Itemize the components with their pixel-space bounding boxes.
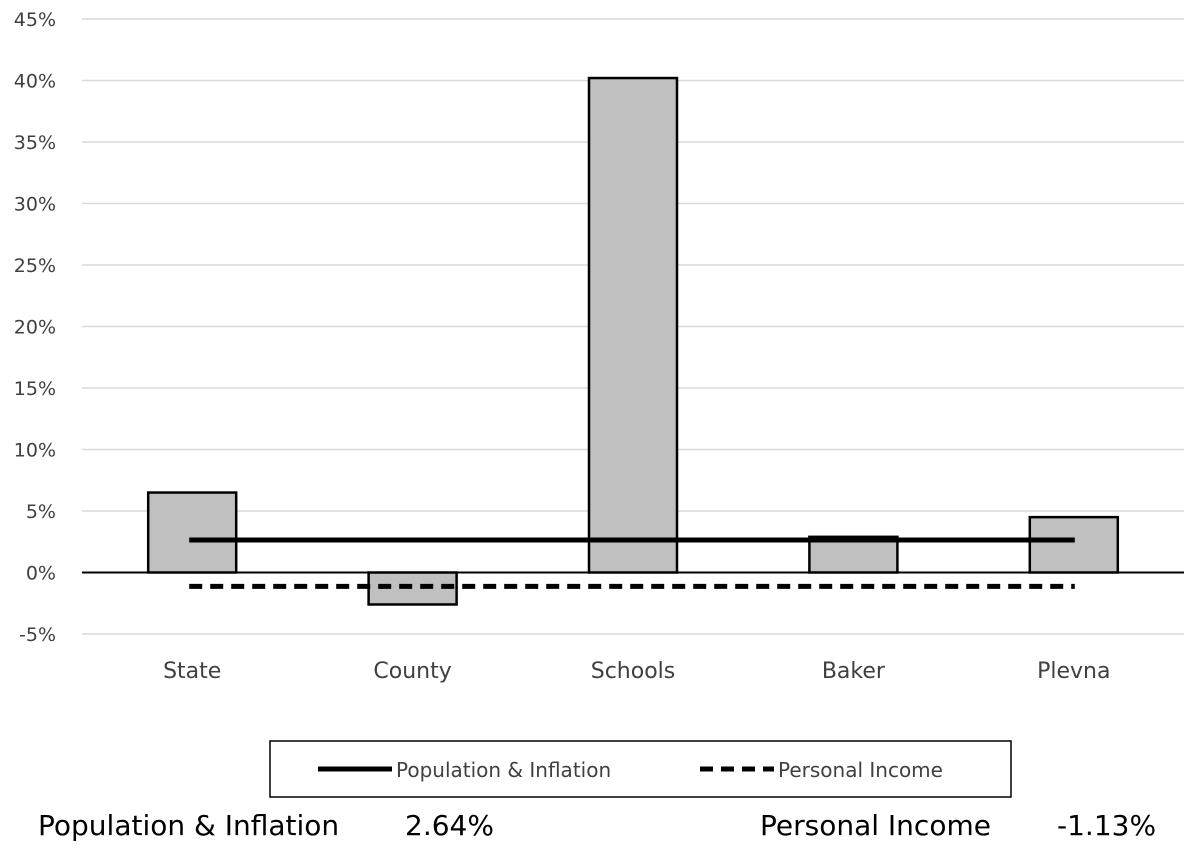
y-axis-ticks: -5% 0% 5% 10% 15% 20% 25% 30% 35% 40% 45% [14,9,56,646]
reference-lines [189,537,1075,589]
y-tick-label: -5% [19,624,56,646]
footer-income-label: Personal Income [760,809,991,842]
footer-income-value: -1.13% [1057,809,1157,842]
bars [146,76,1120,606]
x-axis-categories: State County Schools Baker Plevna [163,659,1110,684]
chart: -5% 0% 5% 10% 15% 20% 25% 30% 35% 40% 45% State Cou… [14,9,1184,798]
y-tick-label: 25% [14,255,56,277]
category-label: State [163,659,221,684]
y-tick-label: 0% [26,563,56,585]
y-tick-label: 40% [14,71,56,93]
y-tick-label: 35% [14,132,56,154]
y-tick-label: 20% [14,317,56,339]
category-label: Schools [591,659,676,684]
legend: Population & Inflation Personal Income [269,740,1012,798]
legend-label: Population & Inflation [396,758,611,782]
legend-label: Personal Income [778,758,943,782]
y-tick-label: 45% [14,9,56,31]
footer-pop-value: 2.64% [405,809,494,842]
y-tick-label: 10% [14,440,56,462]
category-label: Plevna [1037,659,1110,684]
y-tick-label: 5% [26,501,56,523]
legend-box [269,740,1012,798]
bar-schools [587,76,679,574]
bar-baker [808,535,899,574]
bar-plevna [1028,515,1120,574]
y-tick-label: 30% [14,194,56,216]
category-label: Baker [822,659,886,684]
bar-state [146,491,238,574]
y-tick-label: 15% [14,378,56,400]
footer-pop-label: Population & Inflation [38,809,340,842]
category-label: County [373,659,451,684]
